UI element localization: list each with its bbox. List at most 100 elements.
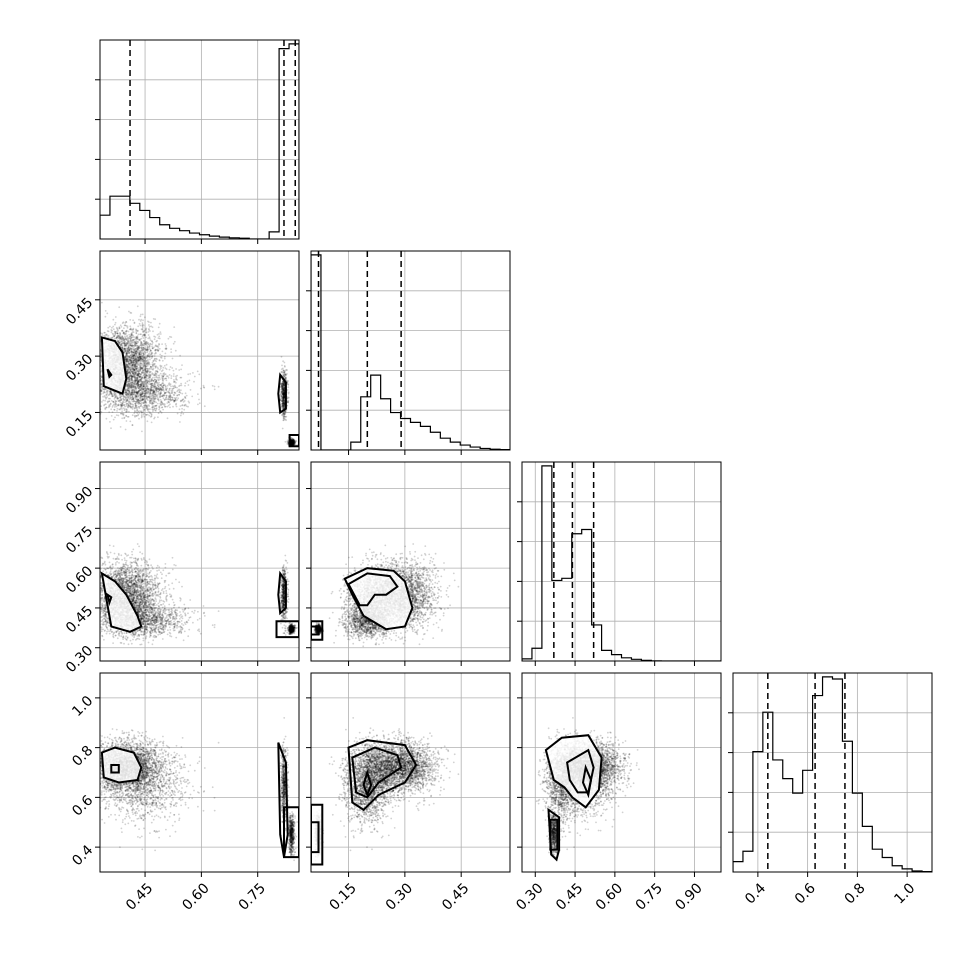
scatter-point <box>160 357 163 359</box>
scatter-point <box>135 398 138 400</box>
scatter-point <box>151 340 153 343</box>
scatter-point <box>164 398 167 401</box>
scatter-point <box>138 389 141 391</box>
scatter-point <box>294 440 296 443</box>
scatter-point <box>142 388 145 391</box>
scatter-point <box>162 388 165 391</box>
scatter-point <box>138 353 141 355</box>
scatter-point <box>283 384 285 386</box>
scatter-point <box>185 394 188 397</box>
scatter-point <box>167 377 170 379</box>
scatter-point <box>282 391 285 394</box>
scatter-point <box>146 382 148 384</box>
scatter-point <box>138 359 141 362</box>
scatter-point <box>148 348 151 350</box>
scatter-point <box>134 416 136 418</box>
scatter-point <box>141 398 144 401</box>
scatter-point <box>140 395 143 398</box>
scatter-point <box>149 392 152 394</box>
scatter-point <box>129 344 132 347</box>
scatter-point <box>171 392 173 395</box>
scatter-point <box>283 412 286 415</box>
scatter-point <box>149 358 151 361</box>
scatter-point <box>128 360 131 363</box>
scatter-point <box>141 415 143 418</box>
scatter-point <box>131 403 134 406</box>
scatter-point <box>281 388 284 390</box>
scatter-point <box>144 379 147 381</box>
scatter-point <box>163 364 166 367</box>
scatter-point <box>104 407 107 410</box>
scatter-point <box>155 407 158 410</box>
scatter-point <box>141 328 144 331</box>
scatter-point <box>145 365 148 367</box>
scatter-point <box>118 396 121 399</box>
scatter-point <box>187 373 190 376</box>
scatter-point <box>137 346 140 349</box>
scatter-point <box>97 399 99 401</box>
scatter-point <box>98 360 100 362</box>
scatter-point <box>130 361 133 363</box>
scatter-point <box>158 407 161 409</box>
scatter-point <box>291 440 294 443</box>
scatter-point <box>122 348 125 351</box>
scatter-point <box>286 396 289 399</box>
scatter-point <box>282 385 284 388</box>
scatter-point <box>150 321 152 324</box>
scatter-point <box>151 384 153 387</box>
scatter-point <box>124 337 127 339</box>
scatter-point <box>127 368 129 371</box>
scatter-point <box>124 358 127 360</box>
scatter-point <box>128 388 131 391</box>
scatter-point <box>146 413 149 416</box>
scatter-point <box>281 386 284 388</box>
scatter-point <box>291 440 294 442</box>
scatter-point <box>127 367 129 369</box>
scatter-point <box>103 334 106 337</box>
scatter-point <box>287 392 290 395</box>
scatter-point <box>143 412 146 415</box>
scatter-point <box>123 409 126 412</box>
scatter-point <box>160 383 163 386</box>
scatter-point <box>138 407 141 409</box>
scatter-point <box>110 399 113 402</box>
scatter-point <box>151 379 153 382</box>
scatter-point <box>152 364 154 367</box>
scatter-point <box>282 367 284 370</box>
scatter-point <box>136 409 139 411</box>
scatter-point <box>140 377 143 380</box>
scatter-point <box>100 383 103 386</box>
scatter-point <box>128 378 131 381</box>
scatter-point <box>290 442 293 445</box>
scatter-point <box>136 391 138 394</box>
scatter-point <box>123 396 125 399</box>
scatter-point <box>127 365 130 368</box>
scatter-point <box>139 394 142 396</box>
scatter-point <box>181 364 183 366</box>
scatter-point <box>155 348 158 351</box>
scatter-point <box>170 348 173 351</box>
scatter-point <box>107 394 110 397</box>
scatter-point <box>129 339 132 342</box>
scatter-point <box>130 381 132 384</box>
scatter-point <box>145 328 147 331</box>
scatter-point <box>124 350 127 352</box>
scatter-point <box>152 373 155 375</box>
scatter-point <box>146 374 148 377</box>
scatter-point <box>111 411 114 413</box>
scatter-point <box>123 324 126 327</box>
scatter-point <box>122 395 124 397</box>
scatter-point <box>130 349 133 352</box>
scatter-point <box>165 394 168 397</box>
scatter-point <box>165 394 168 397</box>
scatter-point <box>131 384 134 387</box>
scatter-point <box>153 398 156 401</box>
scatter-point <box>125 324 128 327</box>
scatter-point <box>152 386 154 389</box>
scatter-point <box>133 368 136 371</box>
scatter-point <box>280 395 283 398</box>
scatter-point <box>104 315 107 318</box>
scatter-point <box>292 441 295 443</box>
scatter-point <box>128 383 130 386</box>
scatter-point <box>112 404 114 407</box>
